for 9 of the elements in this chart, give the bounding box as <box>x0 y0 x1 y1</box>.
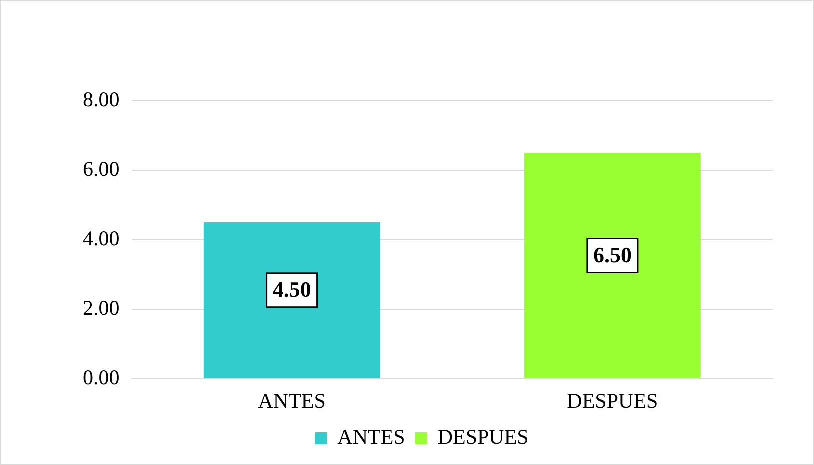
y-tick-label: 4.00 <box>83 226 120 250</box>
legend-label: DESPUES <box>438 425 529 450</box>
y-tick-label: 2.00 <box>83 296 120 320</box>
y-tick-label: 6.00 <box>83 156 120 181</box>
y-tick-label: 8.00 <box>83 88 120 112</box>
y-tick-label: 0.00 <box>83 365 120 390</box>
data-label: 4.50 <box>272 277 312 302</box>
legend-label: ANTES <box>338 425 406 450</box>
data-label: 6.50 <box>593 242 632 268</box>
